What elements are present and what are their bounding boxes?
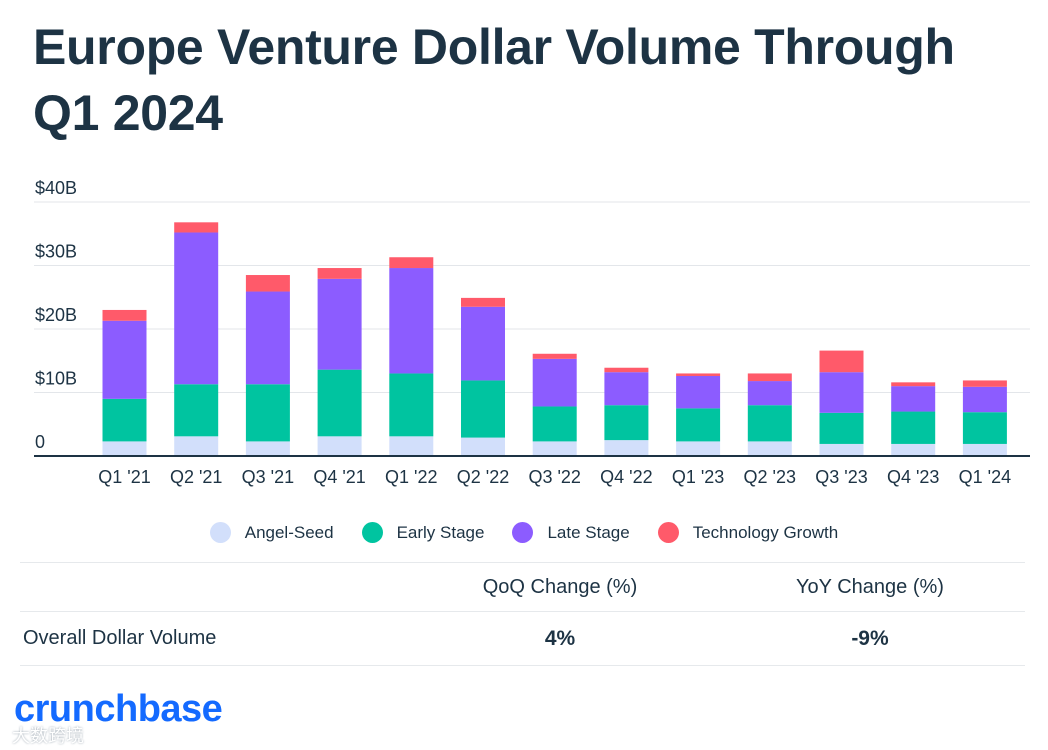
x-tick-label: Q3 '22	[528, 467, 580, 487]
x-tick-label: Q2 '21	[170, 467, 222, 487]
bar-segment-late-stage	[389, 268, 434, 374]
x-tick-label: Q3 '23	[815, 467, 867, 487]
x-tick-label: Q1 '23	[672, 467, 724, 487]
header-yoy: YoY Change (%)	[796, 575, 944, 598]
x-tick-label: Q1 '22	[385, 467, 437, 487]
legend-item-late-stage: Late Stage	[512, 522, 630, 543]
legend-swatch-late-stage	[512, 522, 534, 543]
legend-item-angel-seed: Angel-Seed	[209, 522, 334, 543]
crunchbase-logo: crunchbase	[14, 688, 223, 730]
x-tick-label: Q2 '23	[744, 467, 796, 487]
bar-segment-late-stage	[604, 372, 649, 406]
bar-segment-technology-growth	[102, 309, 147, 321]
bar-segment-early-stage	[819, 412, 864, 444]
bar-segment-technology-growth	[962, 380, 1007, 387]
x-tick-label: Q2 '22	[457, 467, 509, 487]
bar-segment-early-stage	[604, 405, 649, 441]
bar-segment-late-stage	[174, 232, 219, 385]
legend-swatch-angel-seed	[209, 522, 231, 543]
chart-title: Europe Venture Dollar Volume Through Q1 …	[33, 19, 955, 141]
qoq-value: 4%	[544, 626, 576, 650]
watermark: 大数跨境	[12, 726, 84, 746]
x-tick-label: Q4 '23	[887, 467, 939, 487]
y-tick-label: $30B	[35, 242, 77, 262]
bar-segment-late-stage	[819, 372, 864, 413]
table-row: Overall Dollar Volume 4% -9%	[20, 612, 1025, 666]
y-tick-label: $40B	[35, 178, 77, 198]
bar-segment-technology-growth	[461, 297, 505, 307]
bar-segment-technology-growth	[317, 268, 362, 279]
y-tick-label: 0	[35, 432, 45, 452]
bar-segment-technology-growth	[819, 350, 864, 373]
bar-segment-angel-seed	[747, 441, 792, 456]
header-qoq: QoQ Change (%)	[482, 575, 638, 598]
legend-swatch-early-stage	[361, 522, 383, 543]
chart-legend: Angel-Seed Early Stage Late Stage Techno…	[0, 522, 1048, 543]
bar-segment-angel-seed	[891, 443, 936, 456]
bar-segment-technology-growth	[676, 373, 721, 376]
bar-segment-early-stage	[891, 411, 936, 444]
bar-segment-early-stage	[676, 408, 721, 442]
bar-segment-technology-growth	[891, 382, 936, 387]
legend-label-early-stage: Early Stage	[396, 522, 485, 542]
legend-item-early-stage: Early Stage	[361, 522, 485, 543]
bar-segment-early-stage	[317, 369, 362, 437]
bar-segment-late-stage	[245, 291, 290, 385]
bar-segment-late-stage	[317, 278, 362, 370]
bar-segment-angel-seed	[461, 437, 505, 456]
x-tick-label: Q1 '24	[959, 467, 1011, 487]
bar-segment-late-stage	[891, 386, 936, 412]
bar-segment-angel-seed	[819, 443, 864, 456]
legend-label-angel-seed: Angel-Seed	[244, 522, 334, 542]
bar-segment-late-stage	[102, 320, 147, 399]
change-table: QoQ Change (%) YoY Change (%) Overall Do…	[20, 562, 1025, 666]
bar-segment-early-stage	[102, 398, 147, 442]
x-tick-label: Q3 '21	[242, 467, 294, 487]
bar-segment-late-stage	[747, 381, 792, 406]
y-tick-label: $20B	[35, 305, 77, 325]
x-tick-label: Q1 '21	[98, 467, 150, 487]
bar-segment-technology-growth	[245, 275, 290, 292]
bar-segment-technology-growth	[532, 353, 577, 359]
bar-segment-technology-growth	[174, 222, 219, 233]
bar-segment-angel-seed	[604, 440, 649, 456]
bar-segment-late-stage	[676, 375, 721, 409]
bar-segment-angel-seed	[245, 441, 290, 456]
stacked-bar-chart: 0 $10B $20B $30B $40B Q1 '21 Q2 '21 Q3 '21 Q4 '2…	[34, 178, 1030, 487]
bar-segment-technology-growth	[747, 373, 792, 382]
x-tick-label: Q4 '22	[600, 467, 652, 487]
bar-segment-early-stage	[174, 384, 219, 437]
bar-segment-angel-seed	[389, 436, 434, 456]
bar-segment-late-stage	[962, 386, 1007, 413]
bar-segment-late-stage	[461, 306, 505, 381]
bar-segment-angel-seed	[962, 443, 1007, 456]
row-label: Overall Dollar Volume	[23, 627, 217, 649]
bar-segment-early-stage	[532, 406, 577, 442]
legend-label-technology-growth: Technology Growth	[692, 522, 839, 542]
yoy-value: -9%	[851, 626, 889, 650]
table-header-row: QoQ Change (%) YoY Change (%)	[20, 562, 1025, 612]
bar-segment-technology-growth	[389, 257, 434, 269]
bar-segment-early-stage	[461, 380, 505, 438]
bar-segment-early-stage	[962, 412, 1007, 444]
bar-segment-early-stage	[389, 373, 434, 437]
bar-segment-angel-seed	[102, 441, 147, 456]
bar-segment-technology-growth	[604, 367, 649, 373]
bar-segment-angel-seed	[676, 441, 721, 456]
legend-item-technology-growth: Technology Growth	[657, 522, 839, 543]
bar-segment-angel-seed	[532, 441, 577, 456]
bar-segment-angel-seed	[317, 436, 362, 456]
legend-swatch-technology-growth	[657, 522, 679, 543]
x-tick-label: Q4 '21	[313, 467, 365, 487]
bar-segment-late-stage	[532, 358, 577, 407]
y-tick-label: $10B	[35, 369, 77, 389]
bar-segment-early-stage	[747, 405, 792, 442]
legend-label-late-stage: Late Stage	[547, 522, 630, 542]
bar-segment-angel-seed	[174, 436, 219, 456]
bar-segment-early-stage	[245, 384, 290, 442]
